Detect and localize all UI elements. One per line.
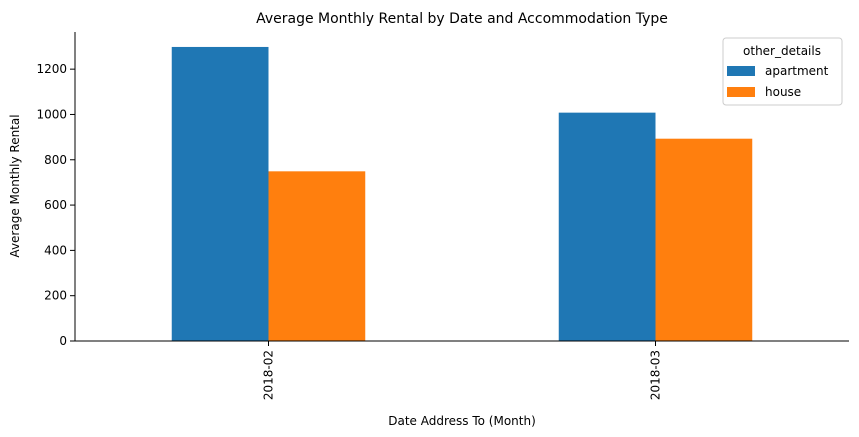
y-tick-label: 600 xyxy=(44,198,67,212)
x-tick-label: 2018-02 xyxy=(262,350,276,400)
bar-apartment-2018-03 xyxy=(558,112,656,341)
bar-house-2018-02 xyxy=(268,171,366,341)
y-axis-label: Average Monthly Rental xyxy=(8,114,22,257)
legend-swatch-apartment xyxy=(727,66,755,76)
bar-apartment-2018-02 xyxy=(171,46,269,342)
bar-house-2018-03 xyxy=(655,138,753,341)
legend-label-house: house xyxy=(765,85,801,99)
y-tick-label: 1000 xyxy=(36,107,67,121)
legend-title: other_details xyxy=(743,44,821,58)
legend-label-apartment: apartment xyxy=(765,64,829,78)
y-tick-label: 200 xyxy=(44,289,67,303)
legend-swatch-house xyxy=(727,87,755,97)
legend-items: apartment house xyxy=(727,64,829,99)
y-tick-label: 400 xyxy=(44,243,67,257)
y-ticks-group: 0 200 400 600 800 1000 1200 xyxy=(36,62,75,348)
legend: other_details apartment house xyxy=(722,37,843,106)
bars-group xyxy=(171,46,753,342)
y-tick-label: 800 xyxy=(44,153,67,167)
chart-title: Average Monthly Rental by Date and Accom… xyxy=(256,11,668,27)
y-tick-label: 0 xyxy=(59,334,67,348)
x-ticks-group: 2018-02 2018-03 xyxy=(262,341,663,400)
x-tick-label: 2018-03 xyxy=(649,350,663,400)
x-axis-label: Date Address To (Month) xyxy=(388,414,536,428)
y-tick-label: 1200 xyxy=(36,62,67,76)
